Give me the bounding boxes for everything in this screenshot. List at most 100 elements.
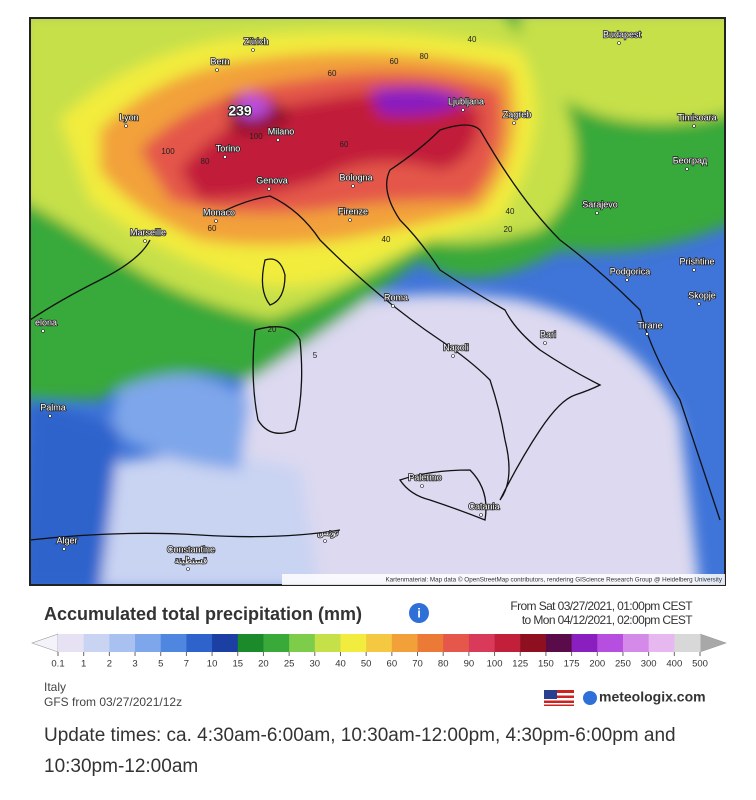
- scale-swatch: [58, 634, 85, 652]
- color-scale: 0.1 1 2 3 5 7 10 15 20 25 30 40 50 60 70 80 90 100 125 150 1…: [31, 633, 727, 670]
- scale-label: 125: [512, 659, 528, 670]
- city-label: Roma: [384, 292, 408, 302]
- city-label: elona: [35, 317, 57, 327]
- city-label: Monaco: [203, 207, 235, 217]
- brand[interactable]: meteologix.com: [599, 689, 706, 705]
- brand-logo: [583, 691, 597, 705]
- scale-label: 10: [207, 659, 218, 670]
- figure: 239 Kartenmaterial: Map data © OpenStree…: [29, 17, 727, 709]
- scale-swatch: [571, 634, 598, 652]
- contour-label: 40: [382, 235, 391, 244]
- city-label: Genova: [256, 175, 288, 185]
- city-dot: [62, 547, 66, 551]
- city-dot: [692, 268, 696, 272]
- scale-label: 175: [564, 659, 580, 670]
- city-dot: [420, 484, 424, 488]
- city-label: Marseille: [130, 227, 166, 237]
- scale-label: 60: [387, 659, 398, 670]
- city-dot: [41, 329, 45, 333]
- scale-label: 7: [184, 659, 189, 670]
- city-label: Palma: [40, 402, 66, 412]
- contour-label: 100: [249, 132, 263, 141]
- scale-low-arrow: [31, 633, 59, 653]
- scale-swatch: [314, 634, 341, 652]
- scale-swatch: [597, 634, 624, 652]
- scale-swatch: [340, 634, 367, 652]
- city-dot: [391, 304, 395, 308]
- city-dot: [267, 187, 271, 191]
- city-label: Zürich: [243, 36, 268, 46]
- legend-title: Accumulated total precipitation (mm): [44, 604, 362, 624]
- scale-label: 80: [438, 659, 449, 670]
- scale-label: 0.1: [51, 659, 64, 670]
- city-label: Zagreb: [503, 109, 532, 119]
- city-label: Catania: [468, 501, 499, 511]
- city-label: تونس: [317, 527, 339, 537]
- scale-label: 40: [335, 659, 346, 670]
- scale-swatch: [648, 634, 675, 652]
- city-dot: [617, 41, 621, 45]
- city-dot: [186, 567, 190, 571]
- scale-swatch: [674, 634, 701, 652]
- city-label: Palermo: [408, 472, 442, 482]
- contour-label: 40: [506, 207, 515, 216]
- scale-label: 150: [538, 659, 554, 670]
- scale-swatch: [520, 634, 547, 652]
- scale-label: 50: [361, 659, 372, 670]
- scale-label: 25: [284, 659, 295, 670]
- city-label: Prishtine: [679, 256, 714, 266]
- city-label: Sarajevo: [582, 199, 618, 209]
- scale-swatch: [289, 634, 316, 652]
- scale-label: 500: [692, 659, 708, 670]
- contour-label: 5: [313, 351, 318, 360]
- scale-label: 20: [258, 659, 269, 670]
- city-label: Timisoara: [677, 112, 716, 122]
- city-dot: [276, 138, 280, 142]
- scale-swatch: [135, 634, 162, 652]
- contour-label: 20: [268, 325, 277, 334]
- city-dot: [215, 68, 219, 72]
- city-label: Budapest: [603, 29, 642, 39]
- period-to: to Mon 04/12/2021, 02:00pm CEST: [522, 613, 693, 627]
- city-label: Napoli: [443, 342, 469, 352]
- scale-label: 70: [412, 659, 423, 670]
- scale-label: 250: [615, 659, 631, 670]
- scale-swatch: [109, 634, 136, 652]
- city-label: Torino: [216, 143, 241, 153]
- scale-label: 3: [132, 659, 137, 670]
- city-dot: [124, 124, 128, 128]
- city-label: Lyon: [119, 112, 138, 122]
- city-label: Skopje: [688, 290, 716, 300]
- scale-swatch: [391, 634, 419, 652]
- city-label: Tirane: [637, 320, 662, 330]
- scale-label: 200: [589, 659, 605, 670]
- scale-swatch: [622, 634, 650, 652]
- model-run: GFS from 03/27/2021/12z: [44, 695, 182, 709]
- scale-swatch: [263, 634, 290, 652]
- city-dot: [348, 218, 352, 222]
- city-label: Constantine: [167, 544, 215, 554]
- city-dot: [251, 48, 255, 52]
- attribution-bg: [282, 574, 725, 585]
- scale-label: 300: [641, 659, 657, 670]
- city-dot: [461, 108, 465, 112]
- city-dot: [645, 332, 649, 336]
- scale-label: 400: [666, 659, 682, 670]
- max-value: 239: [228, 103, 252, 119]
- region: Italy: [44, 680, 66, 694]
- scale-swatch: [160, 634, 187, 652]
- city-label: Bern: [210, 56, 229, 66]
- contour-label: 80: [420, 52, 429, 61]
- scale-high-arrow: [699, 633, 727, 653]
- scale-label: 100: [487, 659, 503, 670]
- info-icon[interactable]: [409, 603, 429, 623]
- info-icon-text[interactable]: i: [417, 605, 421, 620]
- city-label: Bari: [540, 329, 556, 339]
- scale-swatch: [186, 634, 213, 652]
- contour-label: 60: [340, 140, 349, 149]
- scale-label: 1: [81, 659, 86, 670]
- scale-swatch: [212, 634, 239, 652]
- contour-label: 20: [504, 225, 513, 234]
- scale-swatch: [468, 634, 496, 652]
